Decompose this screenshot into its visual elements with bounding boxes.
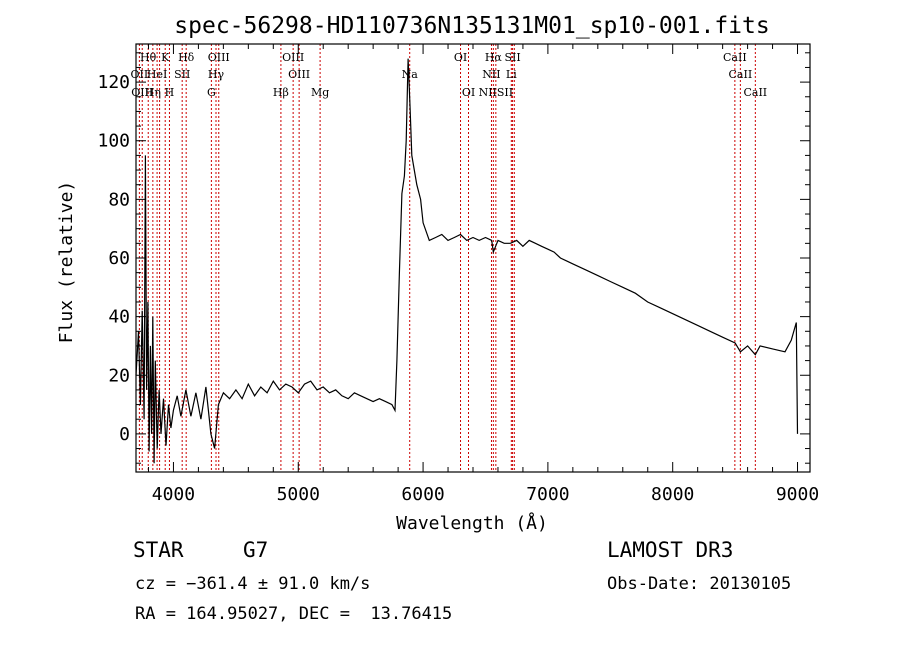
line-label-4: OIII xyxy=(282,51,304,64)
line-label-7: SII xyxy=(504,51,520,64)
line-label-17: CaII xyxy=(729,68,753,81)
x-tick-label-3: 7000 xyxy=(526,484,569,505)
line-label-2: Hδ xyxy=(178,51,195,64)
y-tick-label-5: 100 xyxy=(97,131,130,152)
sky-coordinates: RA = 164.95027, DEC = 13.76415 xyxy=(135,604,452,624)
y-axis-label: Flux (relative) xyxy=(56,181,77,344)
line-label-0: Hθ xyxy=(140,51,157,64)
y-axis-ticks: 0 20 40 60 80 100 120 xyxy=(97,52,810,464)
line-label-6: Hα xyxy=(485,51,503,64)
object-subclass: G7 xyxy=(243,538,268,562)
line-label-24: OI xyxy=(462,86,475,99)
line-label-3: OIII xyxy=(208,51,230,64)
line-label-18: OIII xyxy=(131,86,153,99)
line-label-22: Hβ xyxy=(273,86,289,99)
y-tick-label-1: 20 xyxy=(108,365,130,386)
y-tick-label-3: 60 xyxy=(108,248,130,269)
x-tick-label-4: 8000 xyxy=(651,484,694,505)
line-label-12: Hγ xyxy=(208,68,225,81)
line-label-16: Li xyxy=(506,68,517,81)
y-tick-label-2: 40 xyxy=(108,307,130,328)
x-tick-label-1: 5000 xyxy=(277,484,320,505)
object-class: STAR xyxy=(133,538,184,562)
line-label-15: NII xyxy=(482,68,500,81)
line-label-1: K xyxy=(161,51,170,64)
line-label-20: H xyxy=(165,86,175,99)
line-label-14: Na xyxy=(402,68,419,81)
line-label-25: NIISII xyxy=(479,86,514,99)
line-label-26: CaII xyxy=(743,86,767,99)
chart-title: spec-56298-HD110736N135131M01_sp10-001.f… xyxy=(174,13,769,39)
plot-frame xyxy=(135,43,811,473)
line-label-5: OI xyxy=(454,51,467,64)
line-label-11: SII xyxy=(174,68,190,81)
line-label-19: Hη xyxy=(145,86,161,99)
line-label-8: CaII xyxy=(723,51,747,64)
spectrum-series xyxy=(135,58,799,464)
x-axis-label: Wavelength (Å) xyxy=(396,512,548,534)
line-label-9: OII xyxy=(131,68,149,81)
x-axis-ticks: 4000 5000 6000 7000 8000 9000 xyxy=(147,44,819,505)
x-tick-label-0: 4000 xyxy=(152,484,195,505)
x-tick-label-2: 6000 xyxy=(401,484,444,505)
observation-date: Obs-Date: 20130105 xyxy=(607,574,791,594)
line-label-13: OIII xyxy=(288,68,310,81)
line-label-23: Mg xyxy=(311,86,329,99)
survey-name: LAMOST DR3 xyxy=(607,538,733,562)
line-label-21: G xyxy=(207,86,216,99)
redshift-velocity: cz = −361.4 ± 91.0 km/s xyxy=(135,574,370,594)
x-tick-label-5: 9000 xyxy=(776,484,819,505)
line-label-10: HeI xyxy=(147,68,167,81)
spectral-line-markers xyxy=(138,44,756,472)
y-tick-label-6: 120 xyxy=(97,72,130,93)
y-tick-label-4: 80 xyxy=(108,189,130,210)
y-tick-label-0: 0 xyxy=(119,424,130,445)
